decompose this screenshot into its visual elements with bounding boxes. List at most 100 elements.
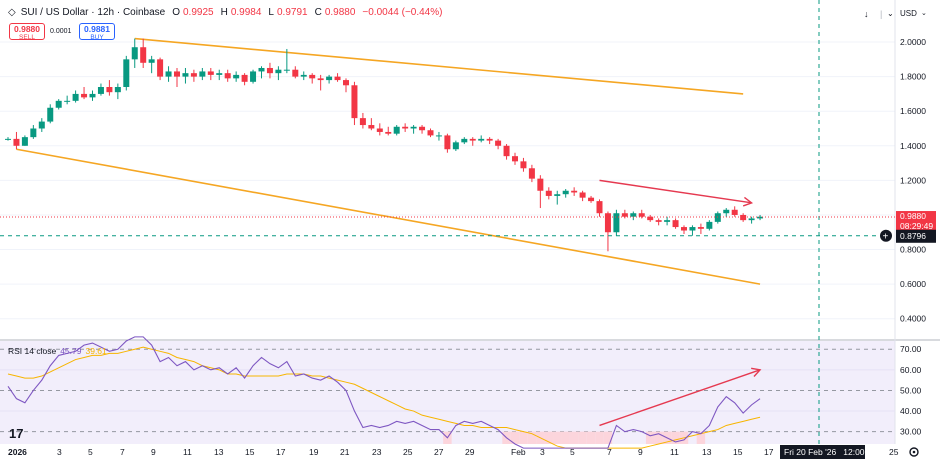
candle-body <box>250 71 257 82</box>
symbol-info-icon[interactable]: ◇ <box>8 7 16 18</box>
scroll-down-icon[interactable]: ↓ <box>864 9 869 19</box>
time-axis[interactable]: 2026 3 5 7 9 11 13 15 17 19 21 23 25 27 29 Feb 3 5 7 9 11 13 1… <box>8 447 899 457</box>
candle-body <box>545 190 552 196</box>
price-trend-arrow[interactable] <box>599 179 754 207</box>
candle-body <box>207 71 214 75</box>
rsi-oversold-fill <box>527 431 537 444</box>
price-tick-label: 2.0000 <box>900 37 926 47</box>
candle-body <box>38 121 45 129</box>
high-value: 0.9984 <box>230 7 262 18</box>
symbol-legend: ◇ SUI / US Dollar · 12h · Coinbase O 0.99… <box>8 7 442 18</box>
candle-body <box>5 138 11 140</box>
rsi-axis[interactable]: 70.00 60.00 50.00 40.00 30.00 <box>900 344 922 436</box>
price-tick-label: 1.6000 <box>900 106 926 116</box>
symbol-title[interactable]: SUI / US Dollar · 12h · Coinbase <box>20 7 166 18</box>
channel-lower-line[interactable] <box>16 148 761 285</box>
candle-body <box>503 145 510 157</box>
tradingview-logo-icon[interactable]: 17 <box>9 426 24 441</box>
candle-body <box>655 220 662 222</box>
spread-value: 0.0001 <box>50 28 72 35</box>
candle-body <box>233 74 240 79</box>
chevron-down-icon[interactable]: ⌄ <box>887 9 894 18</box>
time-tick-label: 27 <box>434 447 444 457</box>
candle-body <box>351 85 358 119</box>
candle-body <box>697 227 704 229</box>
time-tick-label: 23 <box>372 447 382 457</box>
price-tick-label: 1.2000 <box>900 175 926 185</box>
rsi-legend: RSI 14 close 45.79 39.61 <box>8 346 107 356</box>
candle-body <box>444 135 451 150</box>
candle-body <box>613 213 620 233</box>
candle-body <box>528 168 535 179</box>
price-axis[interactable]: 2.00001.80001.60001.40001.20001.00000.80… <box>900 37 926 324</box>
time-tick-label: 5 <box>88 447 93 457</box>
rsi-plot <box>7 336 761 449</box>
candle-body <box>241 74 248 82</box>
channel-upper-line[interactable] <box>134 37 744 95</box>
add-alert-icon[interactable] <box>880 229 892 242</box>
candle-body <box>604 213 611 233</box>
crosshair-time-label: Fri 20 Feb '26 12:00 <box>784 447 865 457</box>
time-tick-label: 3 <box>57 447 62 457</box>
time-tick-label: 25 <box>403 447 413 457</box>
time-tick-label: 11 <box>670 447 679 457</box>
candle-body <box>748 218 755 221</box>
parallel-channel[interactable] <box>16 37 761 285</box>
candle-body <box>419 126 426 131</box>
rsi-tick-label: 70.00 <box>900 344 922 354</box>
price-tick-label: 0.6000 <box>900 279 926 289</box>
candle-body <box>334 76 341 81</box>
arrow-shaft <box>599 179 752 204</box>
last-price-label: 0.9880 <box>900 211 926 221</box>
candle-body <box>283 69 290 71</box>
candle-body <box>478 138 485 141</box>
crosshair-price-label: 0.8796 <box>900 231 926 241</box>
rsi-oversold-fill <box>696 431 706 444</box>
candle-body <box>343 80 349 86</box>
rsi-oversold-fill <box>561 431 570 444</box>
price-tick-label: 1.4000 <box>900 141 926 151</box>
rsi-line <box>7 336 761 449</box>
candle-body <box>216 73 223 75</box>
open-value: 0.9925 <box>183 7 214 18</box>
trend-arrows[interactable] <box>599 179 762 427</box>
rsi-label[interactable]: RSI 14 close <box>8 346 57 356</box>
candle-body <box>131 47 138 60</box>
time-tick-label: 7 <box>607 447 612 457</box>
candle-body <box>97 87 104 94</box>
candle-body <box>258 67 265 72</box>
buy-button[interactable]: 0.9881 BUY <box>79 23 115 41</box>
candle-body <box>647 216 654 221</box>
rsi-oversold-fill <box>510 431 520 444</box>
rsi-oversold-fill <box>519 431 528 444</box>
rsi-trend-arrow[interactable] <box>599 367 762 427</box>
candle-body <box>672 220 679 228</box>
candle-body <box>174 71 180 77</box>
settings-gear-icon[interactable] <box>909 447 919 457</box>
currency-chevron-icon[interactable]: ⌄ <box>921 10 927 17</box>
price-tick-label: 1.8000 <box>900 72 926 82</box>
rsi-oversold-fill <box>586 431 596 444</box>
price-tick-label: 0.8000 <box>900 245 926 255</box>
sell-button[interactable]: 0.9880 SELL <box>9 23 45 41</box>
candle-body <box>376 128 383 132</box>
candle-body <box>461 138 468 143</box>
rsi-ma-line <box>7 346 761 449</box>
candle-body <box>579 192 586 198</box>
arrow-head <box>751 367 762 377</box>
candle-body <box>300 74 307 77</box>
candle-body <box>596 201 603 214</box>
sell-label: SELL <box>19 34 35 41</box>
candle-body <box>224 73 231 79</box>
candle-body <box>681 227 687 231</box>
currency-select[interactable]: USD <box>900 9 917 18</box>
candle-body <box>157 59 164 77</box>
candle-body <box>106 87 113 93</box>
candle-body <box>731 209 738 215</box>
candle-body <box>55 100 62 108</box>
candle-body <box>13 138 20 146</box>
crosshair-time-badge <box>780 445 865 459</box>
low-label: L <box>268 7 274 18</box>
candle-body <box>21 137 28 146</box>
